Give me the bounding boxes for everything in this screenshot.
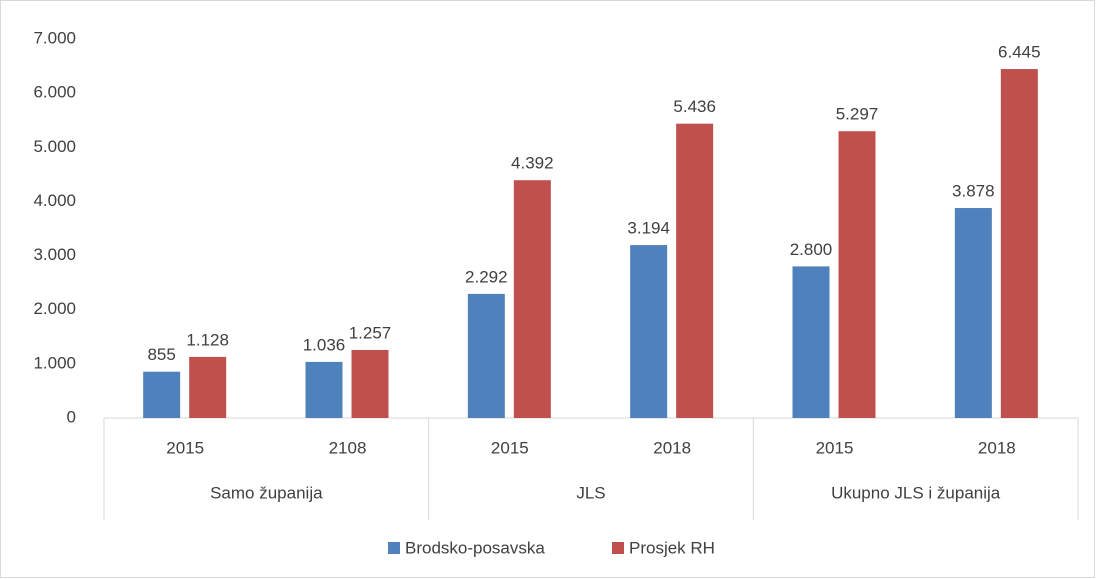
y-tick-label: 7.000 xyxy=(33,28,76,47)
x-tick-label: 2018 xyxy=(978,438,1016,457)
data-label: 4.392 xyxy=(511,154,554,173)
legend-label: Brodsko-posavska xyxy=(405,538,545,557)
data-label: 6.445 xyxy=(998,43,1041,62)
y-tick-label: 2.000 xyxy=(33,299,76,318)
data-label: 1.128 xyxy=(186,330,229,349)
x-tick-label: 2015 xyxy=(816,438,854,457)
bar xyxy=(351,349,389,418)
x-tick-label: 2015 xyxy=(166,438,204,457)
data-label: 5.436 xyxy=(673,97,716,116)
bar xyxy=(954,208,992,418)
bar xyxy=(467,293,505,418)
y-tick-label: 0 xyxy=(67,407,76,426)
bar xyxy=(143,371,181,418)
legend-swatch xyxy=(612,542,624,554)
bar xyxy=(838,131,876,418)
data-label: 3.878 xyxy=(952,182,995,201)
y-tick-label: 3.000 xyxy=(33,245,76,264)
y-tick-label: 4.000 xyxy=(33,191,76,210)
x-tick-label: 2015 xyxy=(491,438,529,457)
bar xyxy=(513,180,551,418)
legend-label: Prosjek RH xyxy=(629,538,715,557)
group-label: JLS xyxy=(576,483,605,502)
group-label: Ukupno JLS i županija xyxy=(831,483,1001,502)
data-label: 3.194 xyxy=(627,219,670,238)
data-label: 2.292 xyxy=(465,267,508,286)
bar xyxy=(792,266,830,418)
data-label: 855 xyxy=(147,345,175,364)
bar xyxy=(1000,69,1038,418)
bar xyxy=(676,123,714,418)
bar xyxy=(305,361,343,418)
bar xyxy=(189,356,227,418)
y-tick-label: 1.000 xyxy=(33,353,76,372)
legend-swatch xyxy=(388,542,400,554)
data-label: 2.800 xyxy=(790,240,833,259)
data-label: 1.036 xyxy=(303,335,346,354)
y-tick-label: 6.000 xyxy=(33,83,76,102)
data-label: 1.257 xyxy=(349,323,392,342)
group-label: Samo županija xyxy=(210,483,323,502)
x-tick-label: 2108 xyxy=(329,438,367,457)
data-label: 5.297 xyxy=(836,105,879,124)
x-tick-label: 2018 xyxy=(653,438,691,457)
y-tick-label: 5.000 xyxy=(33,137,76,156)
bar xyxy=(630,245,668,418)
